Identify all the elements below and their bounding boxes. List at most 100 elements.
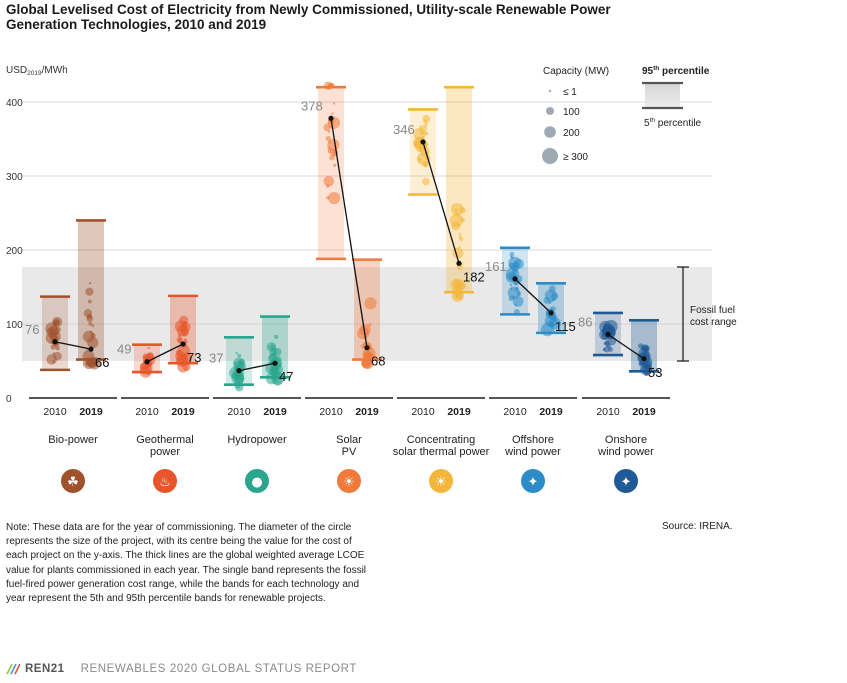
project-dot <box>458 245 461 248</box>
project-dot <box>328 191 341 205</box>
average-label: 378 <box>301 98 323 113</box>
project-dot <box>235 383 244 392</box>
project-dot <box>52 352 56 356</box>
project-dot <box>183 333 187 336</box>
project-dot <box>333 163 337 167</box>
project-dot <box>175 351 186 362</box>
project-dot <box>273 351 276 354</box>
technology-label: power <box>150 446 180 458</box>
project-dot <box>548 321 554 326</box>
year-label: 2019 <box>263 406 287 418</box>
project-dot <box>146 352 154 360</box>
wind-turbine-icon-glyph: ✦ <box>528 475 539 490</box>
average-label: 161 <box>485 259 507 274</box>
project-dot <box>451 221 461 231</box>
capacity-legend-dot <box>548 89 552 93</box>
average-trend-line <box>54 341 92 350</box>
footer: REN21 RENEWABLES 2020 GLOBAL STATUS REPO… <box>6 660 357 678</box>
capacity-legend-label: ≥ 300 <box>563 152 588 163</box>
project-dot <box>53 351 62 361</box>
source-label: Source: IRENA. <box>662 521 733 532</box>
y-tick-label: 0 <box>6 394 12 405</box>
average-label: 76 <box>25 322 39 337</box>
project-dot <box>366 353 376 362</box>
average-label: 53 <box>648 365 662 380</box>
project-dot <box>50 344 56 350</box>
leaf-icon-glyph: ☘ <box>67 475 79 490</box>
project-dot <box>644 361 649 366</box>
project-dot <box>417 158 422 163</box>
capacity-legend-label: 100 <box>563 107 580 118</box>
year-label: 2010 <box>411 406 435 418</box>
year-label: 2010 <box>319 406 343 418</box>
average-trend-line <box>330 118 368 348</box>
year-label: 2010 <box>503 406 527 418</box>
project-dot <box>52 368 55 371</box>
project-dot <box>420 146 430 157</box>
y-tick-label: 200 <box>6 246 23 257</box>
technology-label: Offshore <box>512 434 554 446</box>
y-tick-label: 300 <box>6 172 23 183</box>
project-dot <box>418 128 422 132</box>
ren21-logo-icon <box>6 663 20 675</box>
project-dot <box>547 331 551 335</box>
project-dot <box>328 140 332 144</box>
project-dot <box>331 112 334 115</box>
project-dot <box>545 310 549 313</box>
project-dot <box>87 299 92 304</box>
project-dot <box>91 324 95 328</box>
project-dot <box>546 321 549 325</box>
sun-icon-glyph: ☀ <box>343 475 355 490</box>
project-dot <box>644 365 651 371</box>
project-dot <box>638 343 644 349</box>
project-dot <box>550 292 559 300</box>
average-label: 47 <box>279 369 293 384</box>
average-trend-line <box>146 343 184 363</box>
project-dot <box>643 346 650 352</box>
geothermal-icon <box>153 469 177 493</box>
chart-title: Global Levelised Cost of Electricity fro… <box>6 2 611 32</box>
sun-icon <box>337 469 361 493</box>
wind-turbine-icon <box>614 469 638 493</box>
footer-brand: REN21 <box>25 663 65 675</box>
project-dot <box>454 208 458 212</box>
technology-label: Hydropower <box>227 434 287 446</box>
project-dot <box>148 361 153 366</box>
project-dot <box>273 376 283 386</box>
project-dot <box>424 121 428 124</box>
project-dot <box>424 131 429 136</box>
project-dot <box>327 84 330 87</box>
average-trend-line <box>238 362 276 372</box>
sun-icon <box>429 469 453 493</box>
project-dot <box>82 357 95 370</box>
average-trend-line <box>422 141 460 264</box>
project-dot <box>510 287 513 291</box>
capacity-legend-dot <box>544 126 556 138</box>
technology-label: wind power <box>504 446 561 458</box>
project-dot <box>458 232 462 236</box>
project-dot <box>540 323 554 337</box>
project-dot <box>644 373 648 377</box>
project-dot <box>185 340 188 343</box>
capacity-legend-dot <box>542 148 558 164</box>
project-dot <box>511 268 518 275</box>
project-dot <box>329 155 335 161</box>
geothermal-icon-glyph: ♨ <box>159 475 171 490</box>
project-dot <box>548 285 556 293</box>
technology-label: solar thermal power <box>393 446 490 458</box>
project-dot <box>543 296 551 304</box>
year-label: 2010 <box>596 406 620 418</box>
project-dot <box>273 347 282 356</box>
project-dot <box>85 287 94 296</box>
project-dot <box>513 309 520 316</box>
project-dot <box>182 362 191 372</box>
project-dot <box>270 363 284 376</box>
project-dot <box>422 177 430 186</box>
technology-label: Onshore <box>605 434 647 446</box>
project-dot <box>604 326 616 339</box>
year-label: 2019 <box>79 406 103 418</box>
project-dot <box>458 235 462 239</box>
water-drop-icon-glyph: ● <box>251 475 262 490</box>
project-dot <box>452 247 464 259</box>
